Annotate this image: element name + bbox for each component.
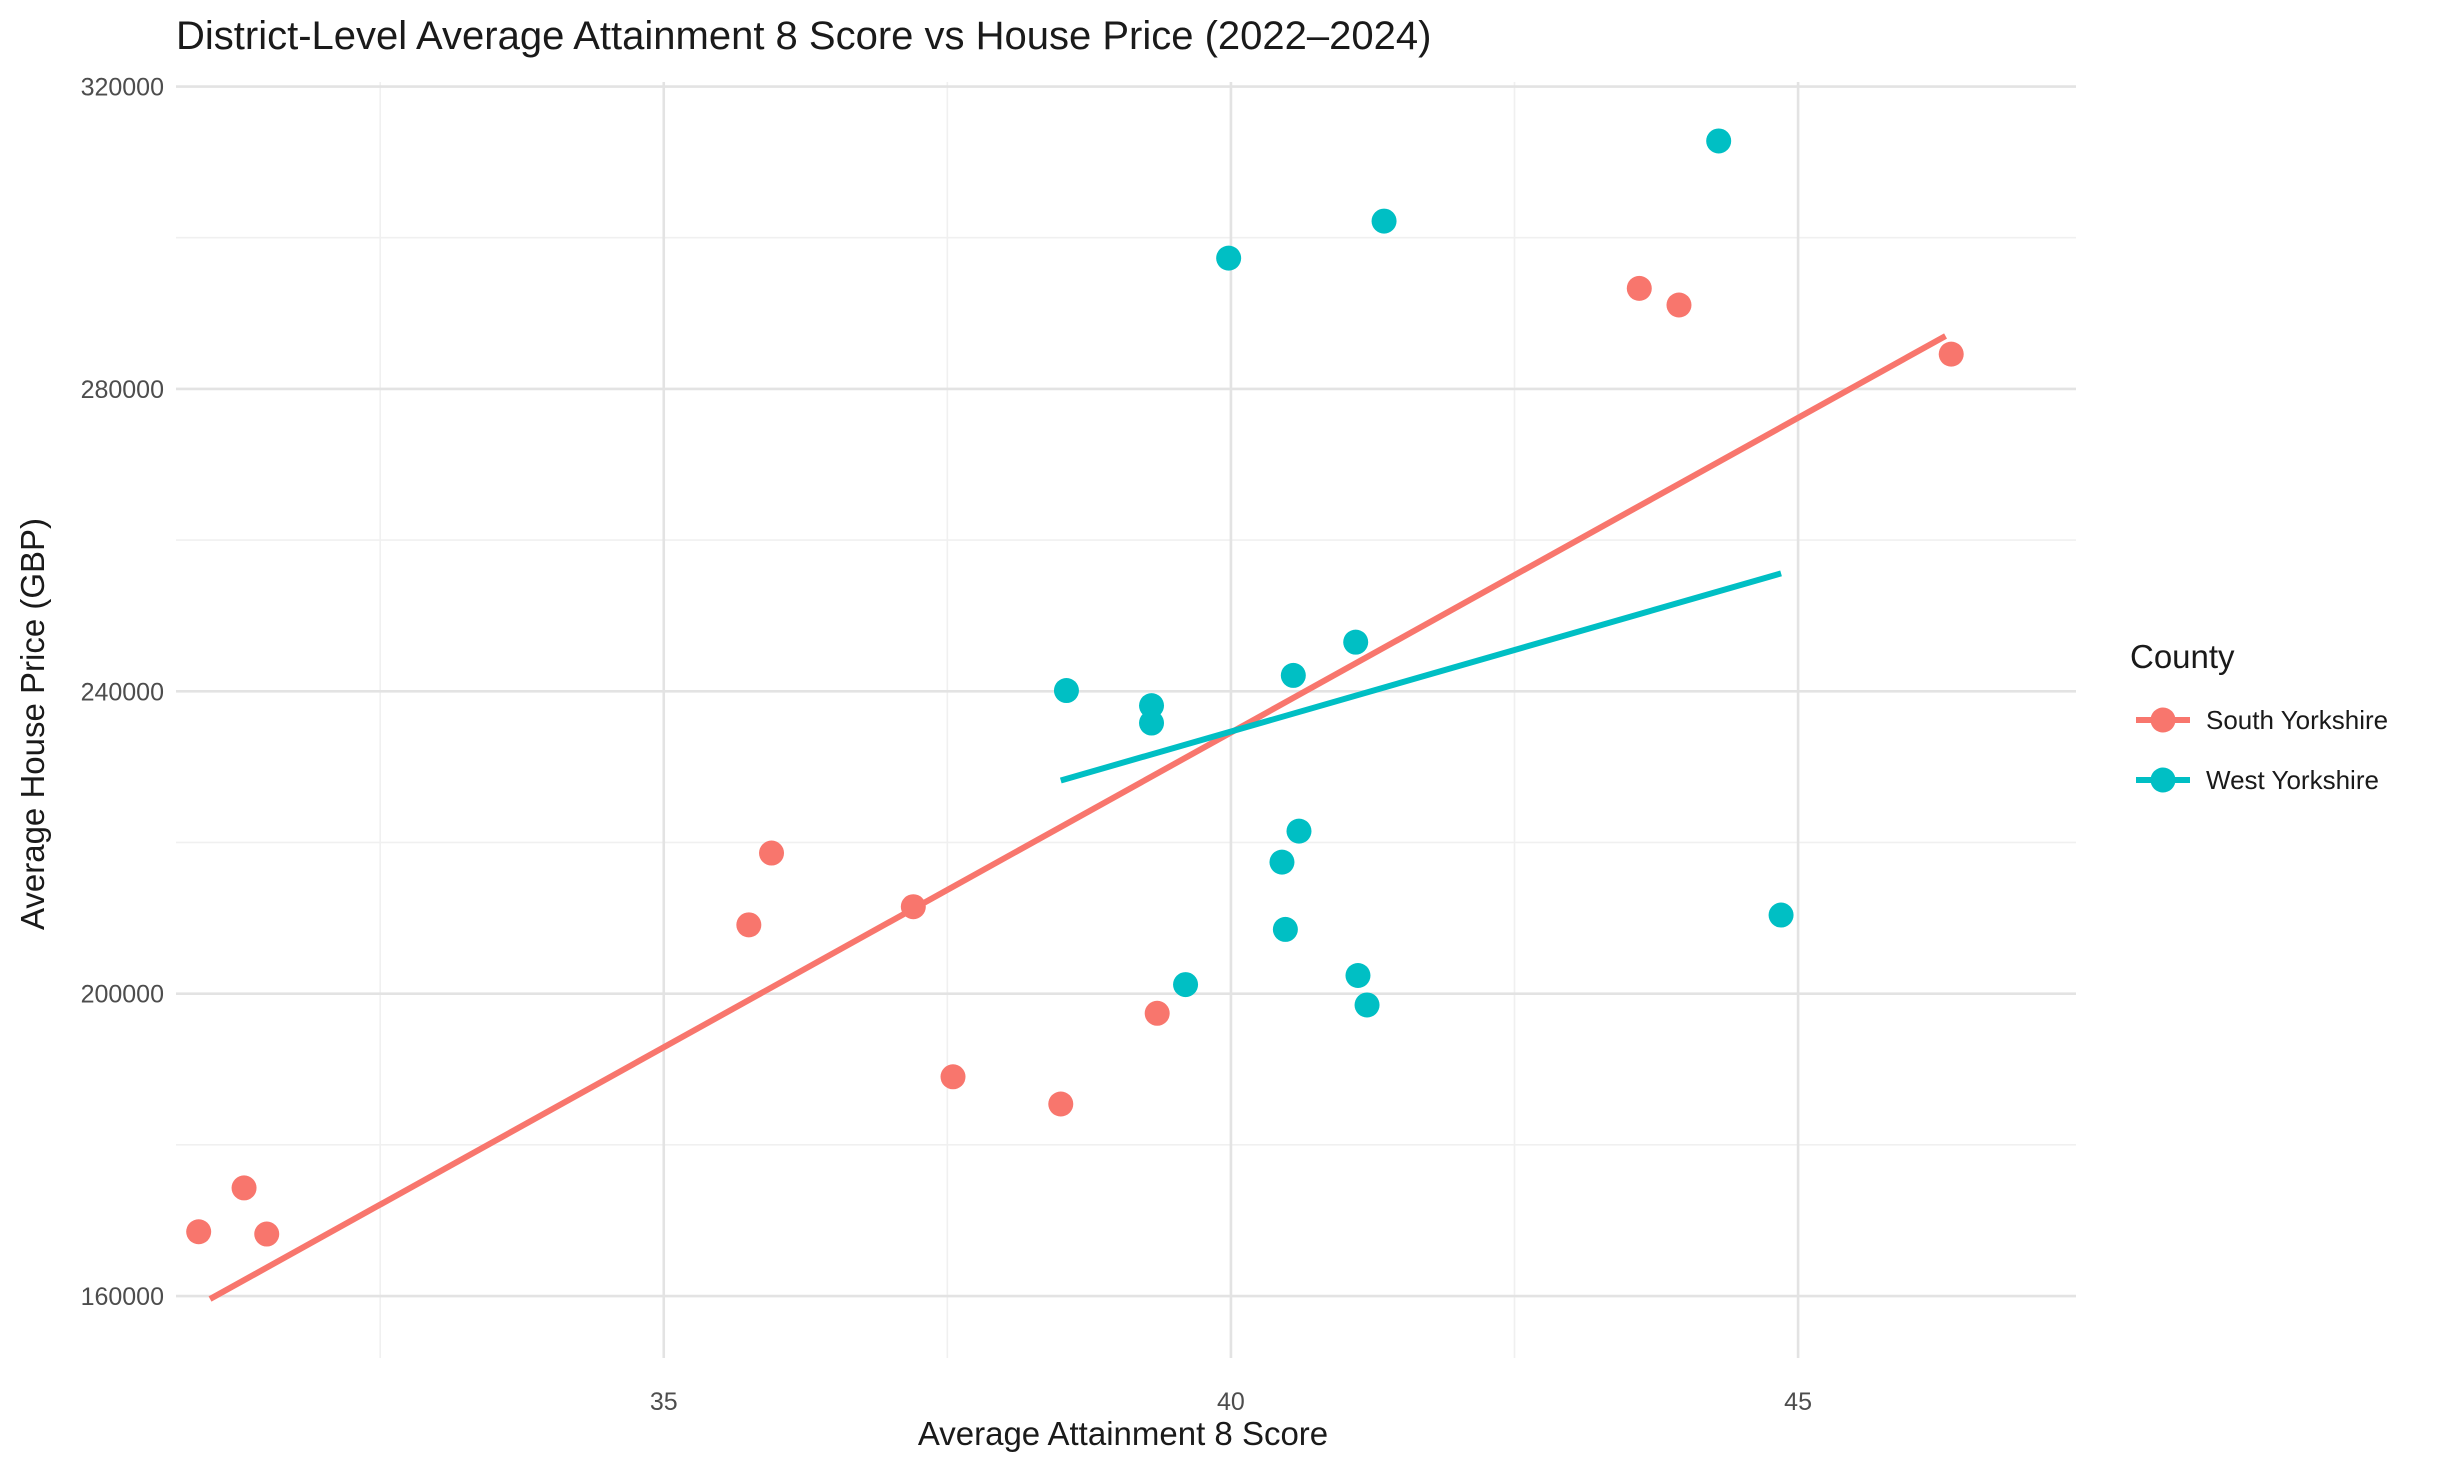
data-point	[1626, 275, 1652, 301]
data-point	[759, 840, 785, 866]
y-tick-label: 160000	[81, 1283, 164, 1311]
data-point	[1768, 902, 1794, 928]
data-point	[1706, 128, 1732, 154]
grid	[176, 82, 2076, 1358]
y-tick-label: 200000	[81, 981, 164, 1009]
x-axis-title: Average Attainment 8 Score	[918, 1415, 1328, 1452]
data-point	[1280, 662, 1306, 688]
data-point	[1048, 1091, 1074, 1117]
trend-line	[1059, 570, 1782, 784]
legend: County South Yorkshire West Yorkshire	[2130, 638, 2388, 795]
y-tick-label: 240000	[81, 678, 164, 706]
x-tick-label: 40	[1217, 1388, 1245, 1416]
data-point	[1173, 972, 1199, 998]
legend-item: South Yorkshire	[2136, 705, 2388, 735]
data-point	[231, 1175, 257, 1201]
y-tick-label: 280000	[81, 376, 164, 404]
data-point	[900, 894, 926, 920]
legend-label: West Yorkshire	[2206, 765, 2379, 795]
data-point	[1144, 1000, 1170, 1026]
data-point	[1286, 818, 1312, 844]
data-point	[736, 912, 762, 938]
y-tick-label: 320000	[81, 74, 164, 102]
legend-title: County	[2130, 638, 2235, 675]
data-point	[1269, 849, 1295, 875]
y-axis-title: Average House Price (GBP)	[14, 518, 51, 930]
data-point	[254, 1221, 280, 1247]
data-point	[1139, 693, 1165, 719]
legend-marker	[2150, 707, 2176, 733]
data-point	[1272, 916, 1298, 942]
data-point	[940, 1064, 966, 1090]
data-point	[1666, 292, 1692, 318]
trend-lines	[208, 333, 1948, 1302]
data-point	[1343, 629, 1369, 655]
data-point	[1216, 245, 1242, 271]
legend-marker	[2150, 767, 2176, 793]
data-point	[1938, 341, 1964, 367]
x-tick-label: 35	[650, 1388, 678, 1416]
x-tick-label: 45	[1784, 1388, 1812, 1416]
legend-items: South Yorkshire West Yorkshire	[2136, 705, 2388, 795]
legend-item: West Yorkshire	[2136, 765, 2379, 795]
data-point	[186, 1219, 212, 1245]
legend-label: South Yorkshire	[2206, 705, 2388, 735]
data-point	[1139, 710, 1165, 736]
data-point	[1053, 678, 1079, 704]
data-points	[186, 128, 1964, 1247]
data-point	[1345, 963, 1371, 989]
data-point	[1354, 992, 1380, 1018]
tick-labels: 35 40 45 160000 200000 240000 280000 320000	[81, 74, 1812, 1416]
trend-line	[208, 333, 1948, 1302]
chart-title: District-Level Average Attainment 8 Scor…	[176, 14, 1431, 58]
data-point	[1371, 208, 1397, 234]
